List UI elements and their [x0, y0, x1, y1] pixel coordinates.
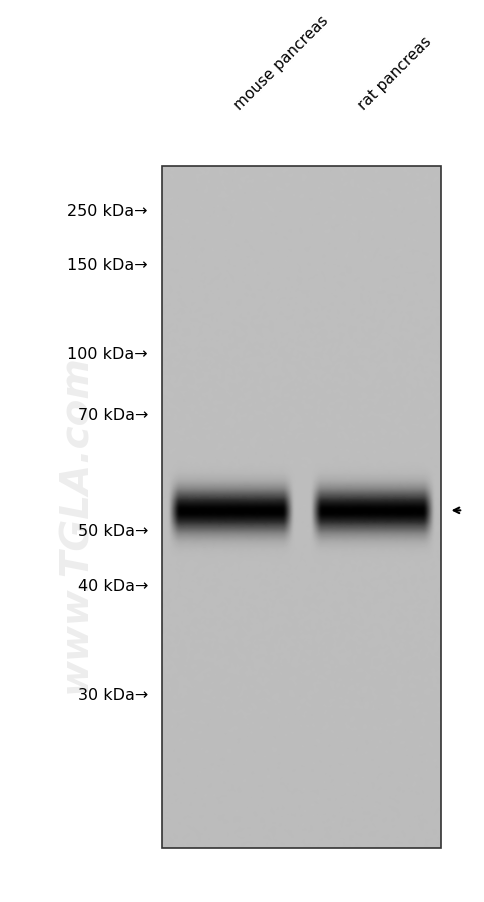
Text: www.TGLA.com: www.TGLA.com	[56, 354, 94, 693]
Text: 250 kDa→: 250 kDa→	[67, 204, 148, 218]
Text: 150 kDa→: 150 kDa→	[67, 258, 148, 273]
Text: 40 kDa→: 40 kDa→	[77, 578, 148, 594]
Text: 70 kDa→: 70 kDa→	[77, 408, 148, 423]
Text: mouse pancreas: mouse pancreas	[231, 13, 331, 113]
Text: 100 kDa→: 100 kDa→	[67, 346, 148, 362]
Bar	[162, 167, 440, 848]
Text: 30 kDa→: 30 kDa→	[77, 687, 148, 702]
Text: 50 kDa→: 50 kDa→	[77, 524, 148, 538]
Text: rat pancreas: rat pancreas	[355, 33, 434, 113]
